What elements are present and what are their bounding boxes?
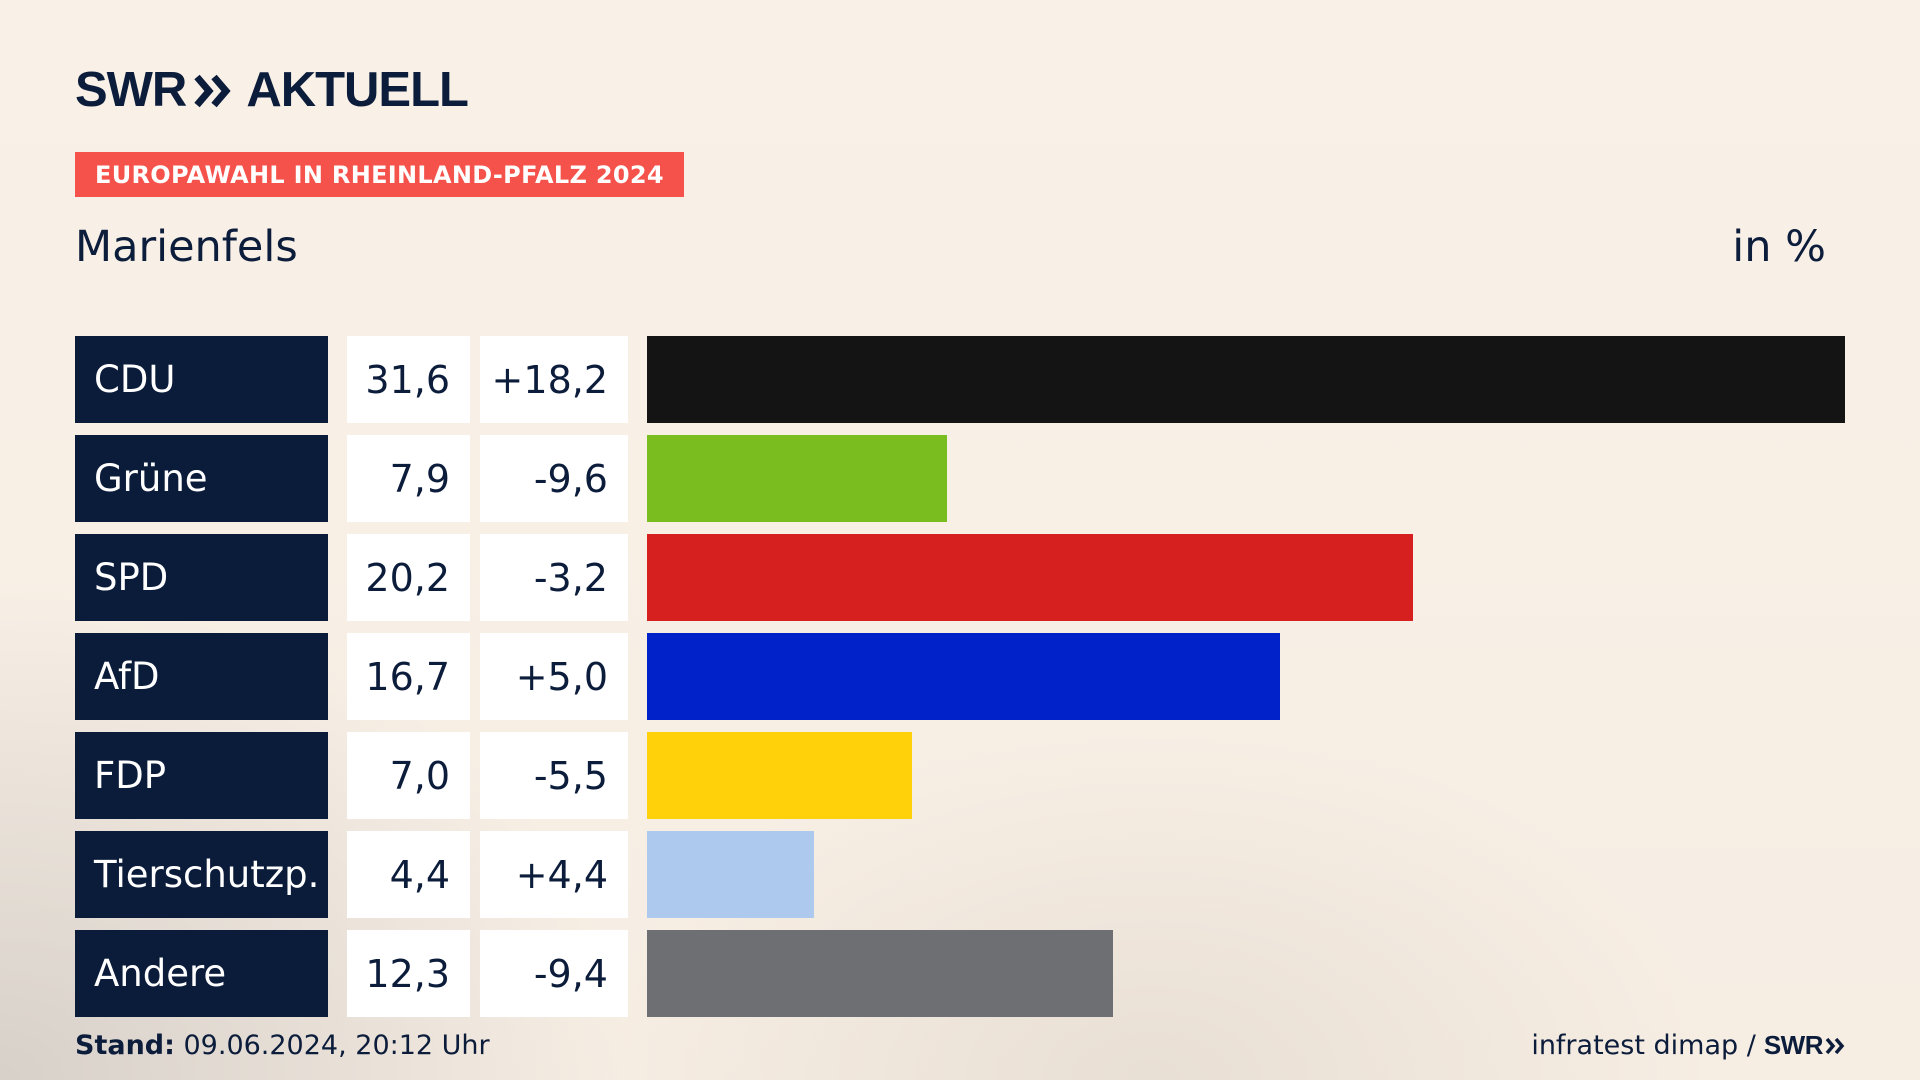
unit-label: in % [1732, 222, 1826, 272]
brand-product: AKTUELL [246, 63, 469, 117]
party-label: FDP [75, 732, 328, 819]
bar-track [647, 534, 1845, 621]
vote-share-value: 12,3 [347, 930, 470, 1017]
vote-change-value: -9,4 [480, 930, 628, 1017]
party-label: SPD [75, 534, 328, 621]
table-row: CDU 31,6 +18,2 [75, 336, 1845, 423]
bar-cdu [647, 336, 1845, 423]
bar-fdp [647, 732, 912, 819]
double-chevron-icon [194, 74, 234, 108]
table-row: Tierschutzp. 4,4 +4,4 [75, 831, 1845, 918]
bar-track [647, 633, 1845, 720]
vote-change-value: -9,6 [480, 435, 628, 522]
region-title: Marienfels [75, 222, 298, 272]
vote-share-value: 16,7 [347, 633, 470, 720]
bar-afd [647, 633, 1280, 720]
party-label: Grüne [75, 435, 328, 522]
vote-change-value: -5,5 [480, 732, 628, 819]
bar-andere [647, 930, 1113, 1017]
vote-change-value: +18,2 [480, 336, 628, 423]
vote-share-value: 7,0 [347, 732, 470, 819]
vote-share-value: 4,4 [347, 831, 470, 918]
vote-change-value: -3,2 [480, 534, 628, 621]
party-label: Tierschutzp. [75, 831, 328, 918]
table-row: FDP 7,0 -5,5 [75, 732, 1845, 819]
source-text: infratest dimap / [1531, 1030, 1756, 1061]
vote-share-value: 31,6 [347, 336, 470, 423]
swr-aktuell-logo: SWR AKTUELL [75, 63, 469, 117]
vote-change-value: +4,4 [480, 831, 628, 918]
vote-share-value: 20,2 [347, 534, 470, 621]
party-label: Andere [75, 930, 328, 1017]
source-credit: infratest dimap / SWR [1531, 1030, 1845, 1061]
table-row: Grüne 7,9 -9,6 [75, 435, 1845, 522]
bar-grüne [647, 435, 947, 522]
bar-track [647, 336, 1845, 423]
bar-track [647, 930, 1845, 1017]
swr-small-text: SWR [1763, 1030, 1824, 1060]
bar-track [647, 435, 1845, 522]
table-row: Andere 12,3 -9,4 [75, 930, 1845, 1017]
bar-tierschutzp [647, 831, 814, 918]
brand-name: SWR [75, 63, 187, 117]
double-chevron-small-icon [1825, 1037, 1845, 1054]
timestamp: Stand: 09.06.2024, 20:12 Uhr [75, 1030, 490, 1061]
party-label: AfD [75, 633, 328, 720]
bar-spd [647, 534, 1413, 621]
vote-share-value: 7,9 [347, 435, 470, 522]
vote-change-value: +5,0 [480, 633, 628, 720]
bar-track [647, 732, 1845, 819]
table-row: SPD 20,2 -3,2 [75, 534, 1845, 621]
bar-track [647, 831, 1845, 918]
table-row: AfD 16,7 +5,0 [75, 633, 1845, 720]
election-badge: EUROPAWAHL IN RHEINLAND-PFALZ 2024 [75, 152, 684, 197]
party-label: CDU [75, 336, 328, 423]
stand-value: 09.06.2024, 20:12 Uhr [174, 1030, 490, 1061]
swr-small-logo: SWR [1764, 1030, 1845, 1061]
stand-label: Stand: [75, 1030, 175, 1061]
